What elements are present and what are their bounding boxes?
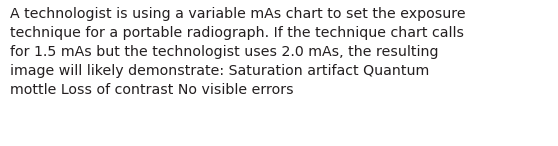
Text: A technologist is using a variable mAs chart to set the exposure
technique for a: A technologist is using a variable mAs c… <box>10 7 466 97</box>
